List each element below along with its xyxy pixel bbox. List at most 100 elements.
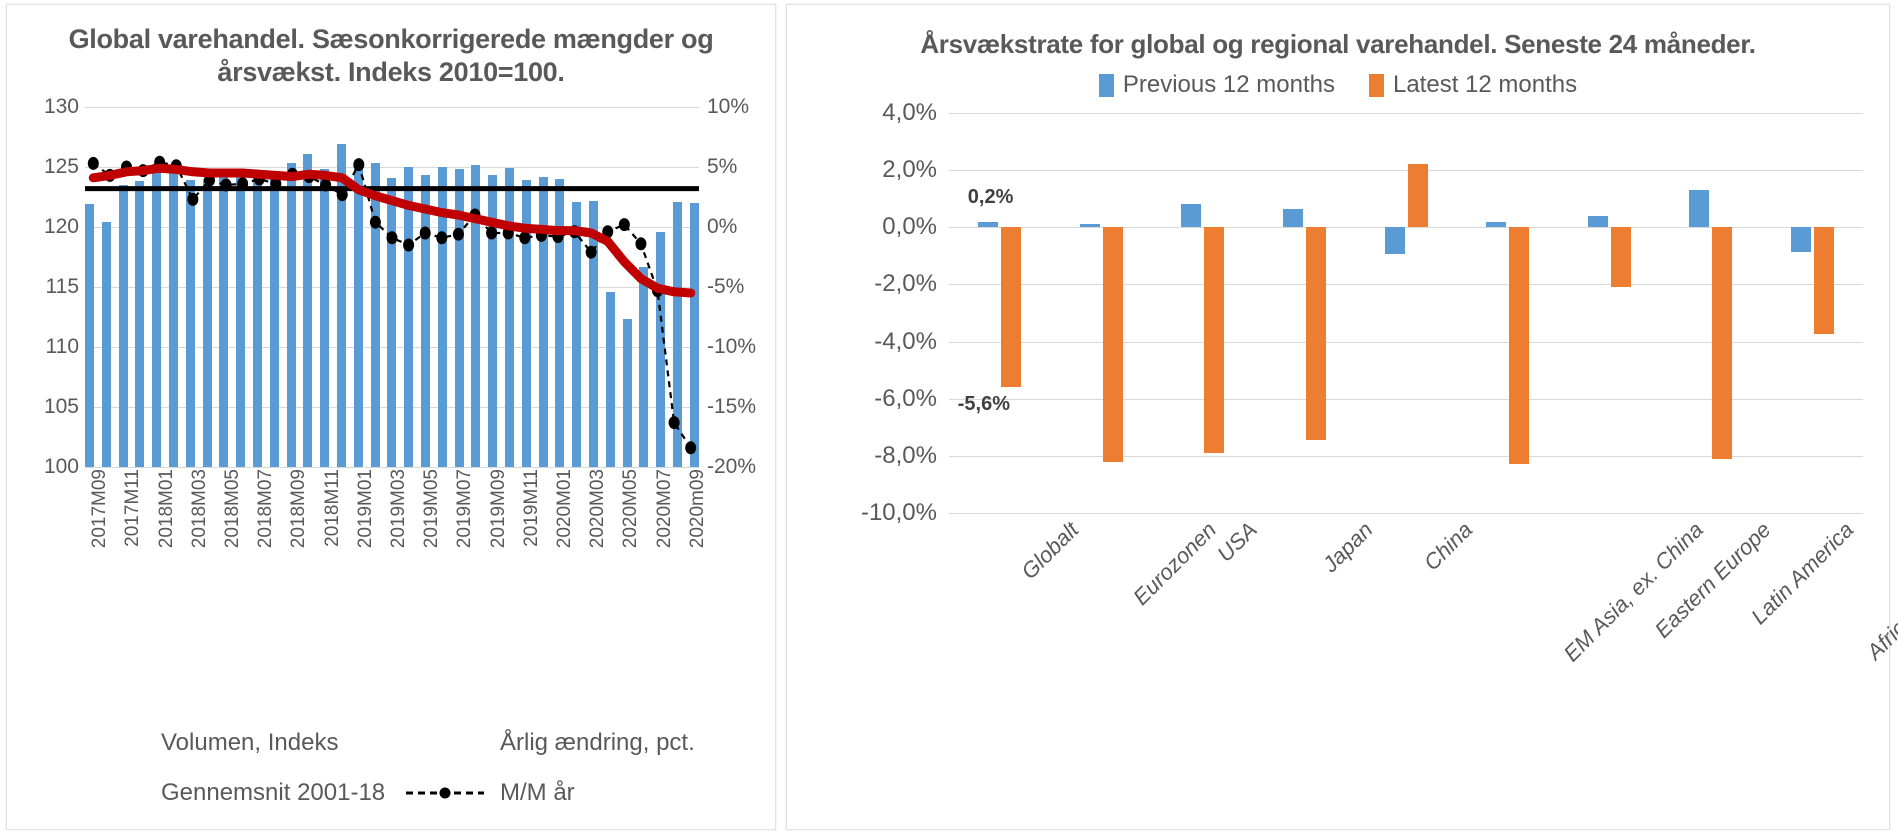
left-chart-y-axis-right: -20% -15% -10% -5% 0% 5% 10% [705,95,767,478]
x-axis-tick-label: 2017M09 [89,469,111,549]
bar [1509,227,1530,465]
bar [978,221,999,228]
legend-item-latest-12-months: Latest 12 months [1368,71,1577,99]
gridline [949,227,1863,229]
x-axis-tick-label: 2019M05 [421,469,443,549]
bar [454,169,464,467]
bar [672,201,682,467]
left-chart-legend: Volumen, Indeks Årlig ændring, pct. Genn… [67,707,745,807]
x-axis-category-label: Eastern Europe [1649,517,1776,643]
bar [118,185,128,467]
mm-marker [386,231,398,245]
bar [605,291,615,467]
bar [538,176,548,467]
bar [1204,227,1225,453]
gridline [949,455,1863,457]
x-axis-tick-label: 2019M11 [520,469,542,547]
bar-slot [1407,113,1428,513]
y-axis-tick: 4,0% [882,99,937,126]
gridline [949,513,1863,514]
y-axis-tick: 2,0% [882,156,937,184]
x-axis-category-label: USA [1212,517,1262,567]
gridline [949,113,1863,114]
bar-group [1558,113,1660,513]
mm-marker [220,178,232,192]
bar [1689,190,1710,228]
legend-swatch-red-line-icon [406,734,484,752]
y-axis-tick-right: 5% [707,155,738,178]
bar [353,165,363,467]
bar [1587,215,1608,228]
mm-marker [436,231,448,245]
x-axis-tick-label: 2020M05 [620,469,642,549]
bar-slot [978,113,999,513]
y-axis-tick-left: 110 [45,335,79,358]
left-chart-title: Global varehandel. Sæsonkorrigerede mæng… [68,24,714,87]
mm-marker [519,231,531,245]
x-axis-category-label: Eurozonen [1128,517,1222,610]
right-chart-plot: 0,2% -5,6% [949,113,1863,514]
mm-marker [270,177,282,191]
bar-slot [1509,113,1530,513]
legend-swatch-black-line-icon [67,784,145,802]
y-axis-tick-left: 100 [43,455,79,478]
x-axis-tick-label: 2018M11 [321,469,343,547]
bar [572,201,582,467]
bar [320,169,330,467]
left-chart-panel: Global varehandel. Sæsonkorrigerede mæng… [6,4,776,830]
x-axis-category-label: China [1418,517,1478,576]
legend-item-volume: Volumen, Indeks [67,729,406,757]
x-axis-tick-label: 2017M11 [122,469,144,547]
bar [521,180,531,467]
right-chart-bar-groups [949,113,1863,513]
mm-marker [635,237,647,251]
gridline [85,167,699,168]
x-axis-tick-label: 2020M01 [553,469,575,549]
y-axis-tick: -10,0% [860,499,937,526]
legend-row-2: Gennemsnit 2001-18 M/M år [67,779,745,807]
bar [135,181,145,467]
mm-marker [685,441,697,455]
x-axis-tick-label: 2018M09 [288,469,310,549]
bar [639,266,649,467]
x-axis-tick-label: 2018M03 [188,469,210,549]
annual-change-line [88,163,696,298]
y-axis-tick-right: -5% [707,275,745,298]
mm-marker [668,416,680,430]
bar-slot [1282,113,1303,513]
mm-marker [353,158,365,172]
bar [1181,204,1202,228]
x-axis-tick-label: 2020M03 [587,469,609,549]
legend-item-mm: M/M år [406,779,745,807]
y-axis-tick: -6,0% [874,384,937,412]
legend-label-mm: M/M år [500,779,575,806]
bar [336,144,346,467]
bar [101,222,111,467]
bar [1486,221,1507,228]
y-axis-tick-left: 130 [43,95,79,118]
bar [303,153,313,467]
bar [168,173,178,467]
y-axis-tick: -2,0% [874,270,937,298]
mm-marker [320,178,332,192]
bar-group [1254,113,1356,513]
bar [404,167,414,467]
bar [202,179,212,467]
bar [269,171,279,467]
legend-label-average: Gennemsnit 2001-18 [161,779,386,806]
x-axis-tick-label: 2018M07 [255,469,277,549]
y-axis-tick: -4,0% [874,327,937,355]
x-axis-tick-label: 2020m09 [686,469,708,549]
y-axis-tick-left: 105 [43,395,79,418]
bar [1282,208,1303,228]
gridline [949,170,1863,172]
bar [387,177,397,467]
x-axis-tick-label: 2019M03 [388,469,409,549]
bar-slot [1181,113,1202,513]
mm-marker [585,245,597,259]
x-axis-tick-label: 2018M05 [222,469,244,549]
right-chart-legend: Previous 12 months Latest 12 months [787,71,1889,99]
x-axis-tick-label: 2019M09 [487,469,509,549]
right-chart-x-axis-labels: Globalt Eurozonen USA Japan China EM Asia, ex… [949,517,1898,717]
